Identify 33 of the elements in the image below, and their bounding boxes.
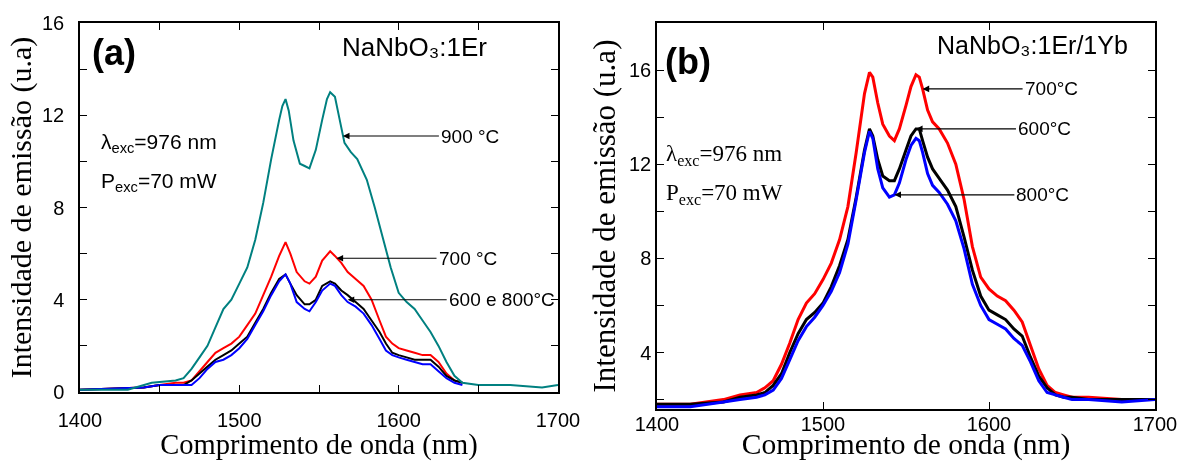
annotation: NaNbO₃:1Er	[342, 32, 488, 62]
x-tick-label: 1400	[57, 408, 103, 431]
text: (b)	[665, 41, 711, 82]
y-tick-label: 16	[629, 59, 652, 82]
x-tick-label: 1600	[966, 412, 1012, 435]
y-axis-title: Intensidade de emissão (u.a)	[3, 36, 38, 379]
y-tick-label: 4	[53, 288, 65, 311]
annotation: 600°C	[1018, 118, 1072, 139]
annotation: 800°C	[1016, 184, 1070, 205]
y-tick-label: 4	[640, 341, 652, 364]
y-tick-label: 0	[53, 381, 65, 403]
annotation: P$_{exc}$=70 mW	[101, 169, 217, 196]
x-tick-label: 1700	[535, 408, 581, 431]
y-tick-label: 12	[42, 104, 65, 127]
x-tick-label: 1400	[634, 412, 680, 435]
annotation: P$_{exc}$=70 mW	[666, 180, 783, 208]
annotation: 700 °C	[439, 248, 498, 269]
annotation: 700°C	[1025, 78, 1079, 99]
y-axis-title: Intensidade de emissão (u.a)	[587, 39, 623, 393]
annotation: 900 °C	[441, 126, 500, 147]
x-tick-label: 1500	[217, 408, 262, 431]
x-axis-title: Comprimento de onda (nm)	[160, 429, 478, 461]
chart-title: (a)	[92, 32, 136, 73]
annotation: λ$_{exc}$=976 nm	[666, 141, 783, 169]
annotation: 600 e 800°C	[449, 289, 555, 310]
annotation: NaNbO₃:1Er/1Yb	[937, 31, 1128, 59]
x-tick-label: 1700	[1132, 412, 1178, 435]
y-tick-label: 8	[53, 196, 65, 219]
x-tick-label: 1600	[376, 408, 421, 431]
annotation: λ$_{exc}$=976 nm	[101, 130, 217, 157]
y-tick-label: 12	[629, 153, 652, 176]
y-tick-label: 16	[42, 12, 65, 34]
y-tick-label: 8	[640, 247, 652, 270]
